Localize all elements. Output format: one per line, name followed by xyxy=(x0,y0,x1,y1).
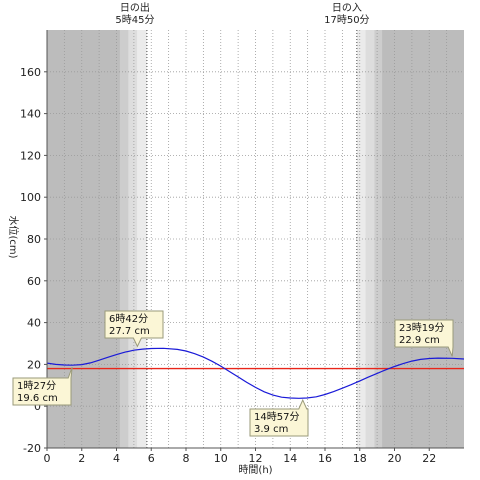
night-band-evening xyxy=(382,30,464,448)
sunset-title: 日の入 xyxy=(332,3,362,14)
x-tick-label: 14 xyxy=(283,452,297,465)
x-tick-label: 16 xyxy=(318,452,332,465)
y-tick-label: 40 xyxy=(27,317,41,330)
extreme-callout-box xyxy=(104,310,164,348)
x-tick-label: 8 xyxy=(183,452,190,465)
extreme-callout-value: 19.6 cm xyxy=(17,393,58,404)
extreme-callout-box xyxy=(249,398,309,437)
y-tick-label: -20 xyxy=(23,442,41,455)
y-tick-label: 20 xyxy=(27,358,41,371)
tide-level-line xyxy=(46,347,465,399)
twilight-band-morning-1 xyxy=(119,30,129,448)
extreme-callout-value: 22.9 cm xyxy=(399,335,440,346)
sunrise-time: 5時45分 xyxy=(115,14,154,26)
x-tick-label: 6 xyxy=(148,452,155,465)
y-tick-label: 80 xyxy=(27,233,41,246)
extreme-callout-time: 23時19分 xyxy=(399,322,444,334)
extreme-callout-value: 27.7 cm xyxy=(109,326,150,337)
extreme-callout-time: 1時27分 xyxy=(17,380,56,392)
x-tick-label: 12 xyxy=(249,452,263,465)
y-tick-label: 100 xyxy=(20,191,41,204)
extreme-callout-time: 14時57分 xyxy=(254,411,299,423)
x-tick-label: 2 xyxy=(78,452,85,465)
x-tick-label: 22 xyxy=(422,452,436,465)
y-tick-label: 160 xyxy=(20,66,41,79)
twilight-band-evening-2 xyxy=(365,30,375,448)
x-tick-label: 20 xyxy=(388,452,402,465)
sunset-time: 17時50分 xyxy=(324,14,369,26)
x-axis-title: 時間(h) xyxy=(238,464,272,476)
twilight-band-morning-3 xyxy=(137,30,147,448)
x-tick-label: 4 xyxy=(113,452,120,465)
extreme-callout-value: 3.9 cm xyxy=(254,424,288,435)
sunrise-title: 日の出 xyxy=(120,1,150,14)
twilight-band-evening-3 xyxy=(374,30,383,448)
extreme-callout-box xyxy=(12,367,73,406)
x-tick-label: 0 xyxy=(44,452,51,465)
y-tick-label: 60 xyxy=(27,275,41,288)
y-tick-label: 140 xyxy=(20,108,41,121)
y-tick-label: 0 xyxy=(34,400,41,413)
extreme-callout-time: 6時42分 xyxy=(109,313,148,325)
y-tick-label: 120 xyxy=(20,149,41,162)
twilight-band-evening-1 xyxy=(356,30,366,448)
twilight-band-morning-2 xyxy=(128,30,138,448)
x-tick-label: 10 xyxy=(214,452,228,465)
x-tick-label: 18 xyxy=(353,452,367,465)
y-axis-title: 水位(cm) xyxy=(7,215,20,258)
extreme-callout-box xyxy=(394,319,454,357)
